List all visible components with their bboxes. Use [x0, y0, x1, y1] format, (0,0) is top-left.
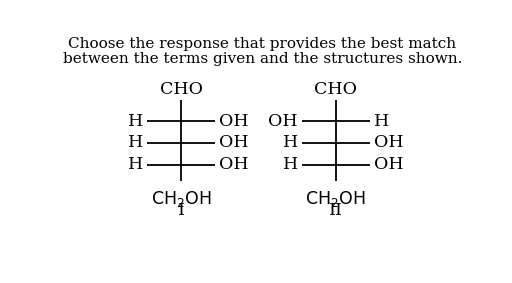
Text: OH: OH [219, 156, 248, 173]
Text: H: H [128, 113, 143, 130]
Text: CHO: CHO [314, 81, 357, 98]
Text: H: H [128, 156, 143, 173]
Text: CH$_2$OH: CH$_2$OH [306, 189, 366, 209]
Text: OH: OH [374, 156, 403, 173]
Text: OH: OH [374, 134, 403, 151]
Text: H: H [283, 156, 298, 173]
Text: OH: OH [268, 113, 298, 130]
Text: Choose the response that provides the best match: Choose the response that provides the be… [68, 37, 457, 51]
Text: CH$_2$OH: CH$_2$OH [151, 189, 211, 209]
Text: H: H [128, 134, 143, 151]
Text: OH: OH [219, 134, 248, 151]
Text: between the terms given and the structures shown.: between the terms given and the structur… [62, 52, 462, 66]
Text: II: II [329, 202, 343, 219]
Text: I: I [178, 202, 184, 219]
Text: OH: OH [219, 113, 248, 130]
Text: H: H [374, 113, 389, 130]
Text: H: H [283, 134, 298, 151]
Text: CHO: CHO [160, 81, 203, 98]
